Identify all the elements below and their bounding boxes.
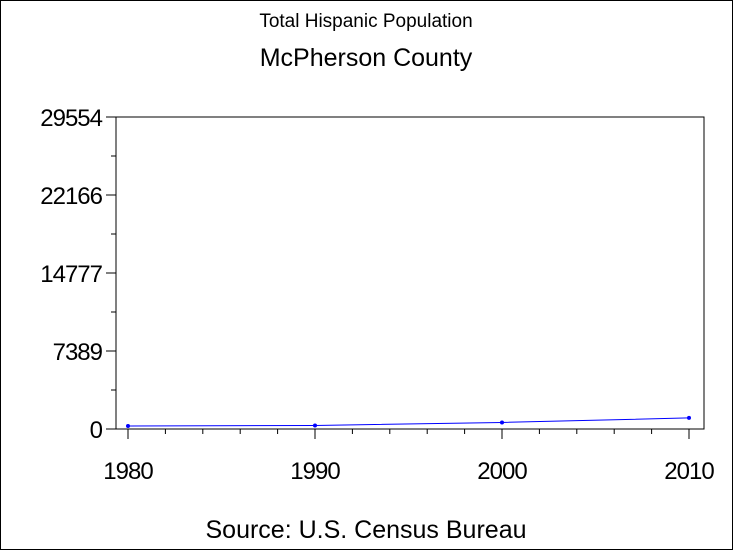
plot-area xyxy=(115,116,705,430)
y-tick-label: 29554 xyxy=(40,105,102,132)
data-point xyxy=(500,420,504,425)
x-tick-label: 1980 xyxy=(103,458,153,485)
x-axis: 1980 1990 2000 2010 xyxy=(103,429,715,485)
y-tick-label: 14777 xyxy=(40,261,102,288)
series-layer xyxy=(126,415,691,428)
data-point xyxy=(313,423,317,428)
chart-subtitle: McPherson County xyxy=(260,44,473,72)
series-line xyxy=(127,417,690,427)
y-tick-label: 7389 xyxy=(53,339,103,366)
x-tick-label: 2010 xyxy=(664,458,714,485)
y-axis: 0 7389 14777 22166 29554 xyxy=(40,105,116,444)
data-point xyxy=(687,415,691,420)
y-tick-label: 22166 xyxy=(40,183,102,210)
data-point xyxy=(126,423,130,428)
source-note: Source: U.S. Census Bureau xyxy=(206,516,527,544)
y-tick-label: 0 xyxy=(90,417,103,444)
chart-title: Total Hispanic Population xyxy=(259,11,472,32)
x-tick-label: 1990 xyxy=(290,458,340,485)
x-tick-label: 2000 xyxy=(477,458,527,485)
